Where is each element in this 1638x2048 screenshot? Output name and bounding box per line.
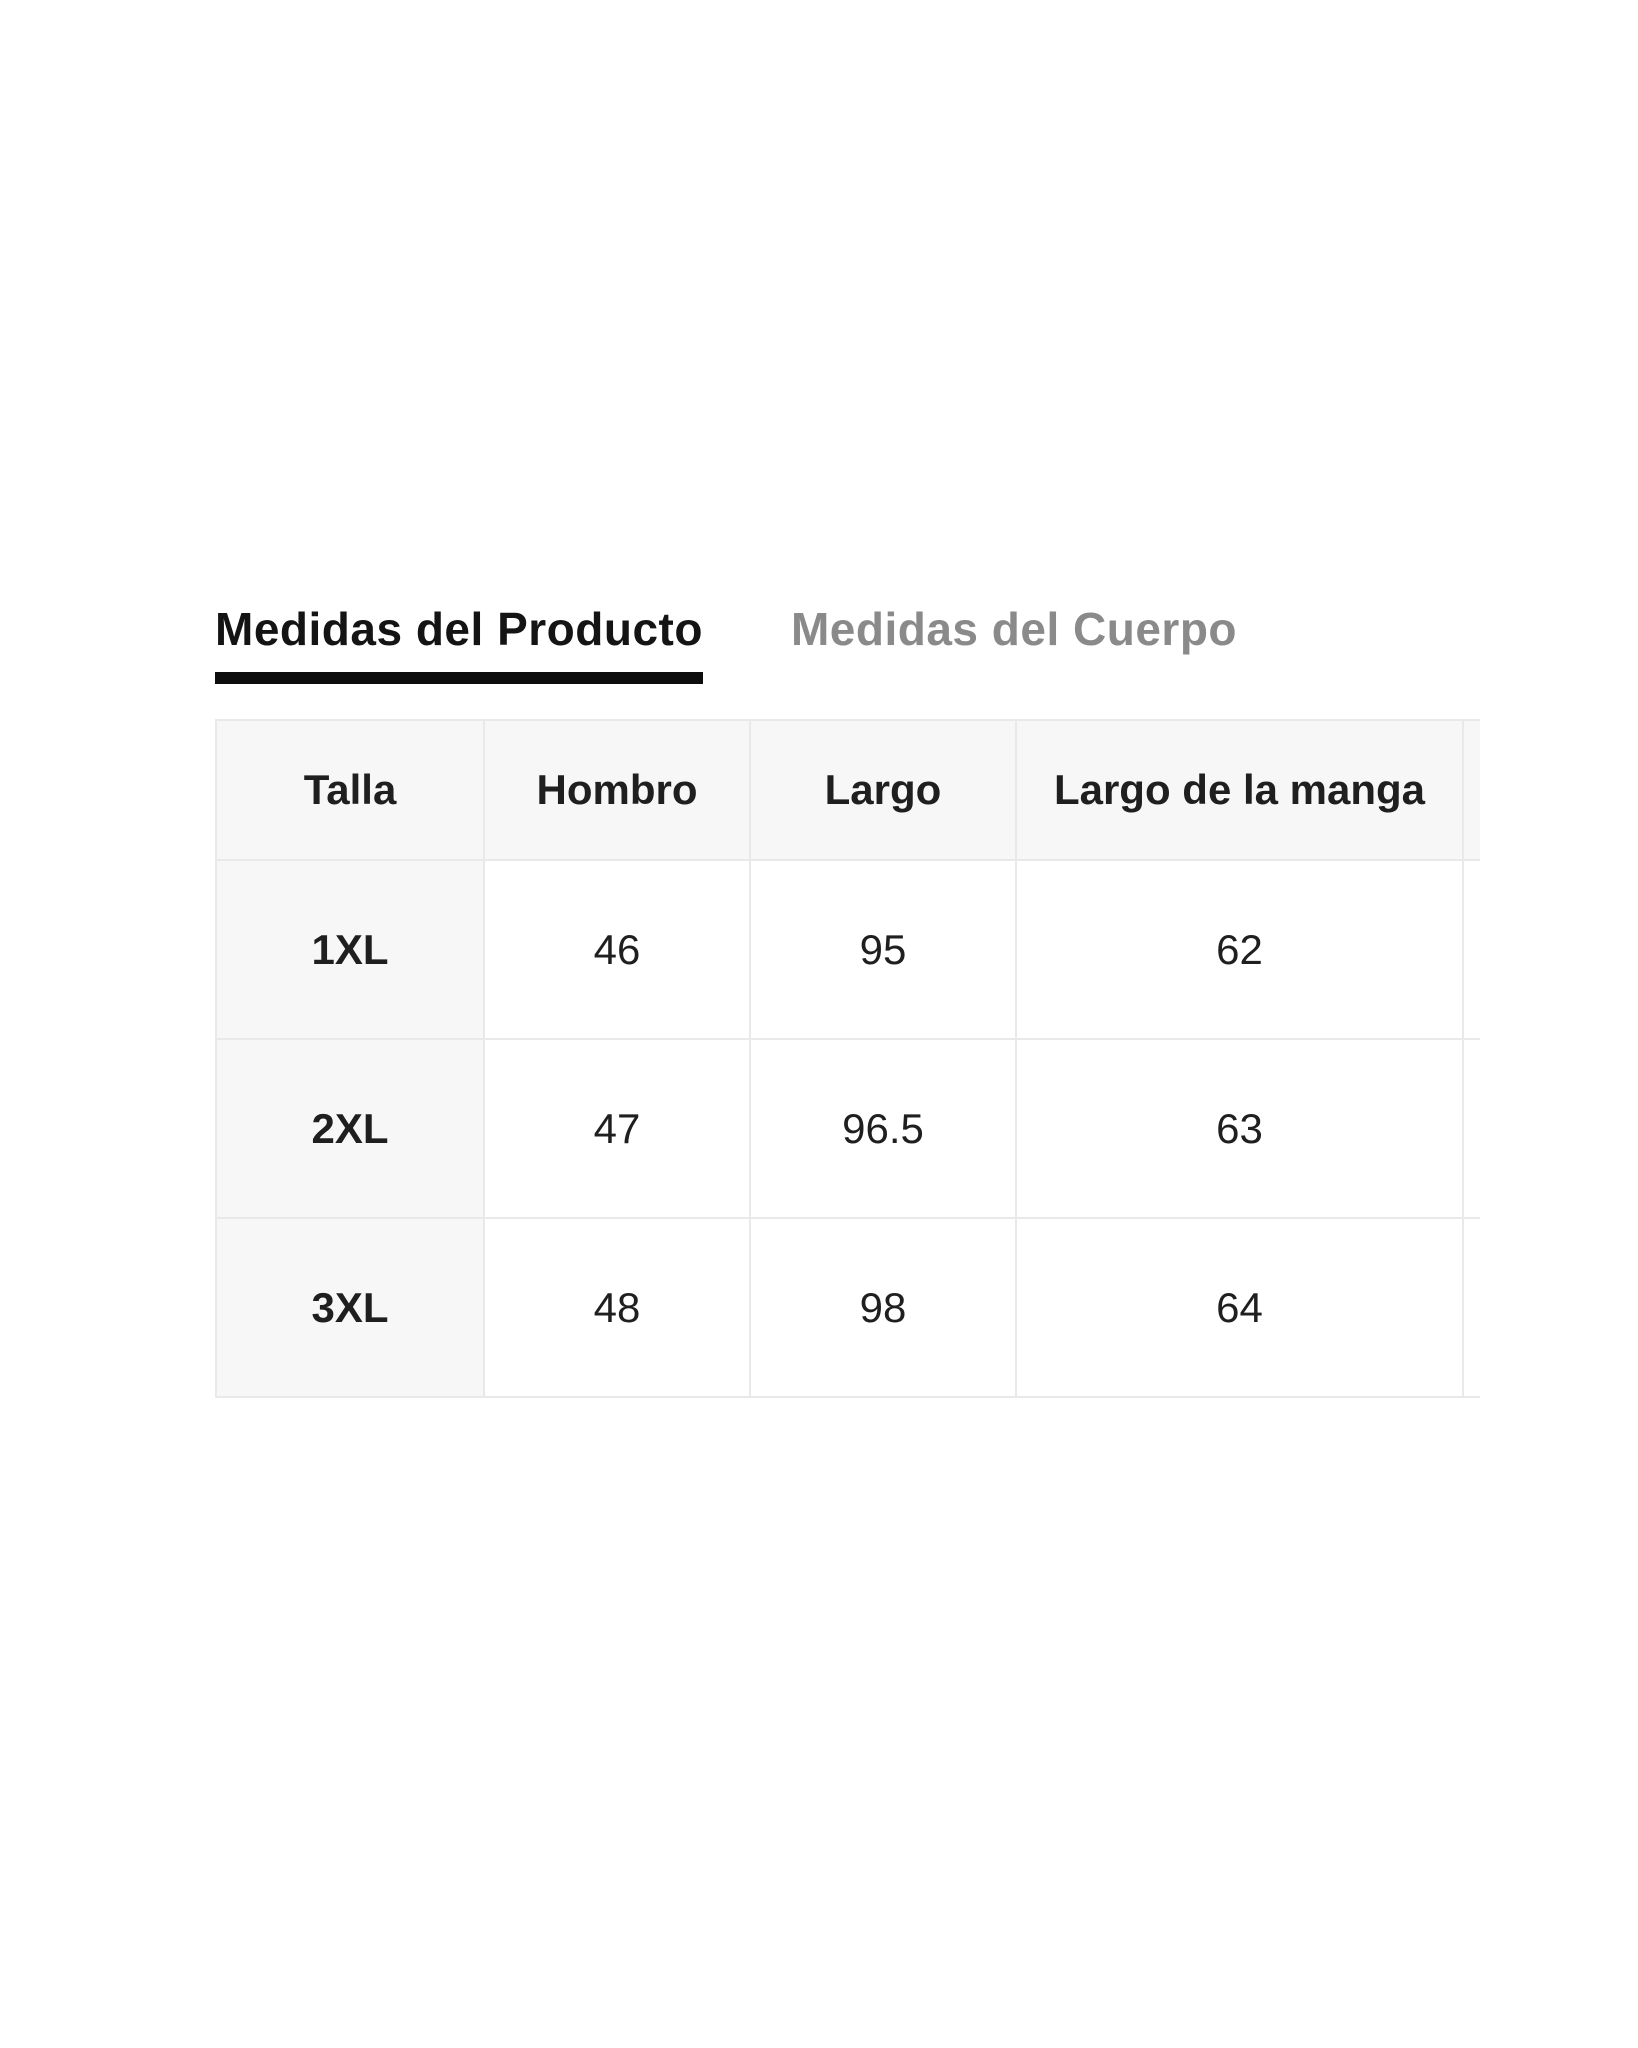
col-header-largo: Largo — [749, 719, 1017, 861]
size-guide-panel: Medidas del Producto Medidas del Cuerpo … — [215, 600, 1480, 1398]
largo-value-cell: 98 — [749, 1217, 1017, 1398]
col-header-clipped — [1462, 719, 1480, 861]
size-label-cell: 3XL — [215, 1217, 485, 1398]
largo-value-cell: 95 — [749, 859, 1017, 1040]
hombro-value-cell: 46 — [483, 859, 751, 1040]
clipped-value-cell — [1462, 1038, 1480, 1219]
tab-medidas-del-cuerpo[interactable]: Medidas del Cuerpo — [790, 603, 1238, 655]
manga-value-cell: 64 — [1015, 1217, 1464, 1398]
header-row: Talla Hombro Largo Largo de la manga — [215, 719, 1480, 861]
clipped-value-cell — [1462, 1217, 1480, 1398]
col-header-largo-de-la-manga: Largo de la manga — [1015, 719, 1464, 861]
clipped-value-cell — [1462, 859, 1480, 1040]
hombro-value-cell: 47 — [483, 1038, 751, 1219]
size-table-scroll-container[interactable]: Talla Hombro Largo Largo de la manga 1XL… — [215, 719, 1480, 1398]
largo-value-cell: 96.5 — [749, 1038, 1017, 1219]
size-table: Talla Hombro Largo Largo de la manga 1XL… — [215, 719, 1480, 1398]
col-header-talla: Talla — [215, 719, 485, 861]
col-header-hombro: Hombro — [483, 719, 751, 861]
table-row-1xl: 1XL 46 95 62 — [215, 859, 1480, 1040]
table-row-2xl: 2XL 47 96.5 63 — [215, 1038, 1480, 1219]
tab-medidas-del-producto[interactable]: Medidas del Producto — [215, 600, 703, 684]
measurement-tabs: Medidas del Producto Medidas del Cuerpo — [215, 600, 1480, 684]
manga-value-cell: 62 — [1015, 859, 1464, 1040]
hombro-value-cell: 48 — [483, 1217, 751, 1398]
manga-value-cell: 63 — [1015, 1038, 1464, 1219]
table-row-3xl: 3XL 48 98 64 — [215, 1217, 1480, 1398]
size-label-cell: 2XL — [215, 1038, 485, 1219]
size-label-cell: 1XL — [215, 859, 485, 1040]
